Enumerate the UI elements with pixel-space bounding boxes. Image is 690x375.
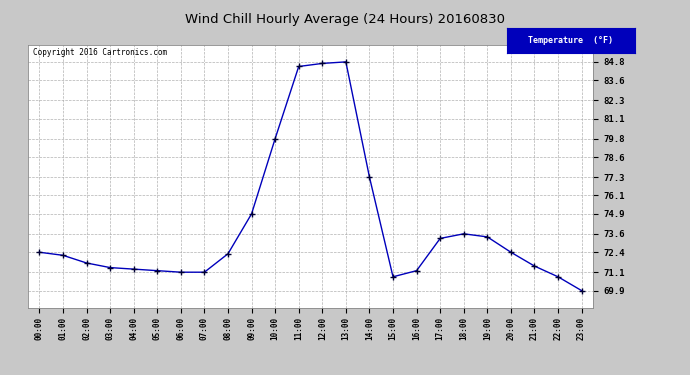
- Text: Copyright 2016 Cartronics.com: Copyright 2016 Cartronics.com: [33, 48, 168, 57]
- Text: Temperature  (°F): Temperature (°F): [529, 36, 613, 45]
- Text: Wind Chill Hourly Average (24 Hours) 20160830: Wind Chill Hourly Average (24 Hours) 201…: [185, 13, 505, 26]
